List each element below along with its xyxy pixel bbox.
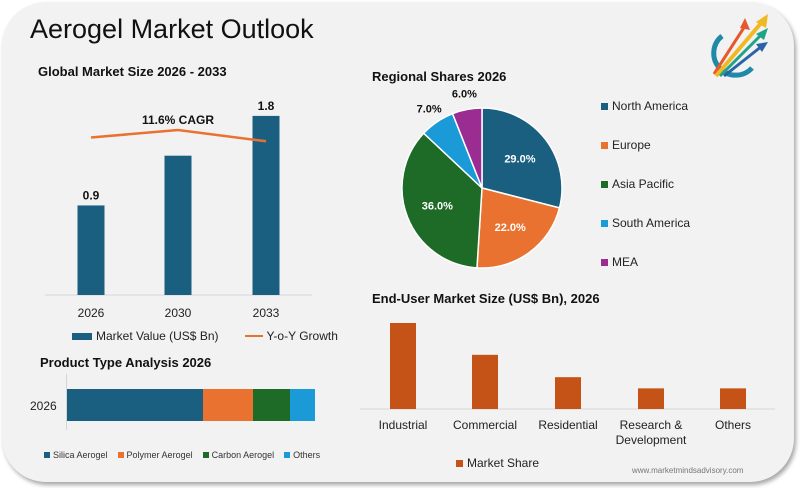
legend-label: North America — [612, 99, 689, 113]
page-title: Aerogel Market Outlook — [30, 14, 314, 44]
legend-label: Polymer Aerogel — [126, 450, 193, 460]
legend-swatch — [72, 332, 92, 340]
x-tick-label: Industrial — [379, 418, 428, 432]
legend-item: MEA — [601, 255, 690, 269]
legend-item: Polymer Aerogel — [117, 450, 193, 460]
bar-2030 — [164, 155, 192, 295]
end-user-title: End-User Market Size (US$ Bn), 2026 — [372, 291, 600, 306]
legend-swatch — [202, 452, 209, 458]
legend-item: Europe — [601, 138, 690, 152]
legend-label: Carbon Aerogel — [211, 450, 275, 460]
x-tick-label-line: Commercial — [453, 418, 517, 432]
legend-label: Others — [293, 450, 321, 460]
x-tick-label-line: Research & — [620, 418, 683, 432]
legend-swatch — [284, 452, 291, 458]
legend-label: Market Share — [467, 456, 540, 470]
legend-label: Asia Pacific — [612, 177, 675, 191]
legend-item: Silica Aerogel — [44, 450, 108, 460]
pie-value-label: 36.0% — [422, 201, 453, 213]
x-tick-label-line: Development — [616, 433, 687, 447]
x-tick-label: Commercial — [453, 418, 517, 432]
x-tick-label: Residential — [538, 418, 597, 432]
x-tick-label-line: Industrial — [379, 418, 428, 432]
pie-slice-europe — [476, 187, 561, 269]
product-type-stacked-bar — [67, 389, 315, 421]
legend-yoy-growth: Y-o-Y Growth — [244, 329, 338, 343]
bar-research-development — [638, 388, 664, 409]
x-tick-label-line: Residential — [538, 418, 597, 432]
x-tick-label: 2033 — [253, 306, 280, 320]
end-user-legend: Market Share — [456, 456, 539, 470]
data-label: 1.8 — [258, 99, 275, 113]
legend-swatch — [117, 452, 124, 458]
pie-value-label: 7.0% — [417, 103, 442, 115]
pie-slice-asia-pacific — [401, 132, 483, 269]
legend-swatch — [44, 452, 50, 458]
legend-item: Carbon Aerogel — [202, 450, 275, 460]
x-tick-label: 2030 — [165, 306, 192, 320]
regional-shares-legend: North America Europe Asia Pacific South Ame… — [601, 99, 690, 269]
x-tick-label: Research & Development — [616, 418, 687, 447]
stack-segment-others — [290, 389, 315, 421]
legend-label: Y-o-Y Growth — [266, 329, 338, 343]
end-user-chart: Industrial Commercial Residential Research … — [360, 323, 775, 447]
yoy-growth-line — [90, 128, 267, 143]
legend-swatch — [456, 459, 463, 467]
x-tick-label: 2026 — [78, 306, 105, 320]
legend-swatch — [601, 102, 608, 110]
product-type-legend: Silica Aerogel Polymer Aerogel Carbon Aero… — [44, 450, 320, 460]
legend-item: South America — [601, 216, 690, 230]
bar-others — [720, 388, 746, 409]
pie-value-label: 29.0% — [504, 154, 535, 166]
bar-industrial — [390, 323, 416, 409]
market-size-title: Global Market Size 2026 - 2033 — [38, 64, 227, 79]
legend-swatch — [601, 258, 608, 266]
market-size-legend: Market Value (US$ Bn) Y-o-Y Growth — [72, 329, 338, 343]
legend-item: Others — [284, 450, 320, 460]
legend-label: MEA — [612, 255, 639, 269]
product-type-title: Product Type Analysis 2026 — [40, 355, 212, 370]
bar-2033 — [252, 115, 280, 296]
pie-slice-north-america — [481, 107, 563, 209]
bar-commercial — [472, 354, 498, 409]
bar-2026 — [77, 205, 105, 295]
pie-value-label: 6.0% — [452, 89, 477, 101]
legend-label: Market Value (US$ Bn) — [96, 329, 219, 343]
pie-value-label: 22.0% — [495, 222, 526, 234]
product-type-axis — [66, 374, 67, 430]
cagr-annotation: 11.6% CAGR — [142, 113, 214, 127]
legend-line-swatch — [244, 335, 263, 337]
data-label: 0.9 — [83, 188, 100, 202]
stack-segment-silica-aerogel — [67, 389, 204, 421]
legend-item: North America — [601, 99, 690, 113]
stack-segment-polymer-aerogel — [203, 389, 253, 421]
x-tick-label: Others — [715, 418, 751, 432]
x-tick-label-line: Others — [715, 418, 751, 432]
legend-swatch — [601, 141, 608, 149]
legend-market-value: Market Value (US$ Bn) — [72, 329, 219, 343]
bar-residential — [555, 377, 581, 409]
growth-arrows-logo-icon — [700, 6, 780, 86]
product-type-category: 2026 — [30, 399, 57, 413]
regional-shares-pie: 29.0% 22.0% 36.0% 7.0% 6.0% — [401, 89, 563, 269]
legend-label: South America — [612, 216, 691, 230]
legend-item: Asia Pacific — [601, 177, 690, 191]
stack-segment-carbon-aerogel — [252, 389, 291, 421]
market-size-chart: 0.9 2026 2030 1.8 2033 11.6% CAGR — [45, 99, 312, 320]
legend-label: Europe — [612, 138, 651, 152]
legend-swatch — [601, 219, 608, 227]
legend-swatch — [601, 180, 608, 188]
watermark: www.marketmindsadvisory.com — [632, 466, 744, 475]
regional-shares-title: Regional Shares 2026 — [372, 69, 507, 84]
legend-label: Silica Aerogel — [53, 450, 108, 460]
pie-slice-mea — [451, 107, 483, 189]
